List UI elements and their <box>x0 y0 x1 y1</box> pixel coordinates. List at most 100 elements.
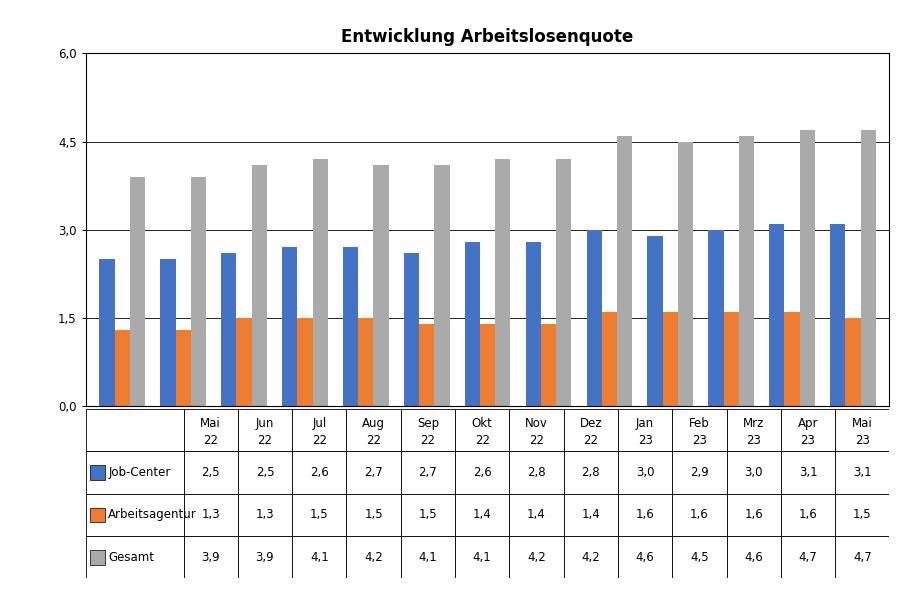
Bar <box>834 536 888 578</box>
Bar <box>400 493 455 536</box>
Bar <box>455 451 509 493</box>
Bar <box>292 409 346 451</box>
Text: Feb: Feb <box>688 417 709 431</box>
Text: 1,4: 1,4 <box>527 508 546 521</box>
Text: 2,9: 2,9 <box>689 466 708 479</box>
Bar <box>130 177 145 406</box>
Text: Gesamt: Gesamt <box>108 550 154 563</box>
Text: 4,1: 4,1 <box>309 550 328 563</box>
Bar <box>834 493 888 536</box>
Text: 2,6: 2,6 <box>473 466 491 479</box>
Text: 3,9: 3,9 <box>255 550 274 563</box>
Bar <box>563 409 617 451</box>
Bar <box>671 409 726 451</box>
Text: Mrz: Mrz <box>742 417 763 431</box>
Text: Mai: Mai <box>851 417 871 431</box>
Bar <box>183 493 237 536</box>
Text: 23: 23 <box>800 434 815 447</box>
Bar <box>346 536 400 578</box>
Text: 23: 23 <box>691 434 706 447</box>
Bar <box>237 536 292 578</box>
Text: 1,6: 1,6 <box>689 508 708 521</box>
Bar <box>726 409 780 451</box>
Text: Job-Center: Job-Center <box>108 466 170 479</box>
Bar <box>183 536 237 578</box>
Bar <box>86 409 183 451</box>
Bar <box>237 409 292 451</box>
Bar <box>509 409 563 451</box>
Bar <box>346 493 400 536</box>
Text: 2,5: 2,5 <box>255 466 274 479</box>
Bar <box>509 536 563 578</box>
Bar <box>252 165 267 406</box>
Bar <box>183 451 237 493</box>
Text: 23: 23 <box>854 434 869 447</box>
Bar <box>89 550 106 565</box>
Text: Arbeitsagentur: Arbeitsagentur <box>108 508 197 521</box>
Text: 23: 23 <box>745 434 760 447</box>
Text: Nov: Nov <box>524 417 548 431</box>
Bar <box>358 318 373 406</box>
Bar <box>89 508 106 522</box>
Bar <box>281 247 297 406</box>
Bar <box>726 493 780 536</box>
Bar <box>373 165 388 406</box>
Bar <box>175 330 190 406</box>
Bar <box>343 247 358 406</box>
Bar <box>784 312 799 406</box>
Bar <box>509 493 563 536</box>
Text: 22: 22 <box>365 434 381 447</box>
Text: 1,3: 1,3 <box>201 508 220 521</box>
Bar <box>115 330 130 406</box>
Text: 3,1: 3,1 <box>852 466 870 479</box>
Bar <box>346 409 400 451</box>
Text: 2,6: 2,6 <box>309 466 328 479</box>
Bar <box>494 160 510 406</box>
Bar <box>563 536 617 578</box>
Bar <box>707 230 723 406</box>
Bar <box>726 536 780 578</box>
Text: 3,0: 3,0 <box>743 466 762 479</box>
Bar <box>465 241 480 406</box>
Bar <box>834 451 888 493</box>
Text: 22: 22 <box>583 434 598 447</box>
Bar <box>292 493 346 536</box>
Bar <box>89 466 106 480</box>
Bar <box>400 409 455 451</box>
Bar <box>617 536 671 578</box>
Text: Jul: Jul <box>312 417 326 431</box>
Bar <box>455 536 509 578</box>
Text: 4,5: 4,5 <box>689 550 708 563</box>
Bar <box>834 409 888 451</box>
Text: 4,2: 4,2 <box>527 550 546 563</box>
Bar <box>237 493 292 536</box>
Bar <box>601 312 616 406</box>
Bar <box>780 409 834 451</box>
Bar <box>799 130 814 406</box>
Bar <box>525 241 540 406</box>
Text: 1,5: 1,5 <box>364 508 382 521</box>
Text: 1,5: 1,5 <box>309 508 328 521</box>
Text: Dez: Dez <box>579 417 602 431</box>
Text: Mai: Mai <box>200 417 221 431</box>
Bar <box>671 493 726 536</box>
Text: 4,2: 4,2 <box>364 550 382 563</box>
Bar <box>292 451 346 493</box>
Bar <box>647 235 662 406</box>
Bar <box>237 451 292 493</box>
Bar <box>190 177 206 406</box>
Bar <box>480 324 494 406</box>
Text: 3,1: 3,1 <box>797 466 816 479</box>
Bar <box>400 451 455 493</box>
Bar <box>434 165 449 406</box>
Bar <box>221 253 236 406</box>
Text: Okt: Okt <box>471 417 492 431</box>
Text: 4,7: 4,7 <box>852 550 870 563</box>
Text: Apr: Apr <box>796 417 817 431</box>
Bar <box>455 493 509 536</box>
Text: 2,5: 2,5 <box>201 466 220 479</box>
Title: Entwicklung Arbeitslosenquote: Entwicklung Arbeitslosenquote <box>341 28 633 46</box>
Text: 3,0: 3,0 <box>635 466 654 479</box>
Bar <box>346 451 400 493</box>
Bar <box>403 253 419 406</box>
